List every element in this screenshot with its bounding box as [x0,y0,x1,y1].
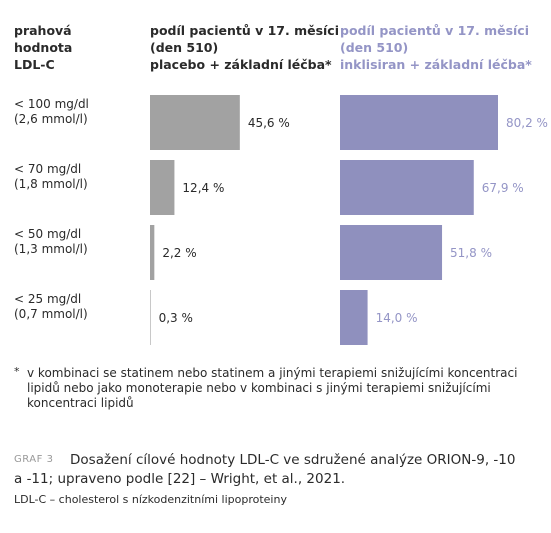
bar [340,160,474,215]
caption-label: GRAF 3 [14,454,54,465]
bar [340,225,443,280]
category-label: < 25 mg/dl (0,7 mmol/l) [14,292,88,321]
caption: Dosažení cílové hodnoty LDL-C ve sdružen… [14,452,516,487]
bar [150,225,155,280]
category-label: < 70 mg/dl (1,8 mmol/l) [14,162,88,191]
category-label: < 100 mg/dl (2,6 mmol/l) [14,97,89,126]
series-header: podíl pacientů v 17. měsíci (den 510) in… [340,23,532,72]
bar [150,290,151,345]
bar [150,160,175,215]
value-label: 51,8 % [450,245,492,260]
category-label: < 50 mg/dl (1,3 mmol/l) [14,227,88,256]
value-label: 80,2 % [505,115,548,130]
header: prahová hodnota LDL-C [14,23,73,72]
series-header: podíl pacientů v 17. měsíci (den 510) pl… [150,23,340,72]
value-label: 67,9 % [481,180,524,195]
value-label: 14,0 % [375,310,418,325]
bar [340,95,498,150]
footnote: v kombinaci se statinem nebo statinem a … [27,366,518,410]
value-label: 12,4 % [182,180,225,195]
bar [150,95,240,150]
footnote-mark: * [14,365,20,378]
bar [340,290,368,345]
abbreviation: LDL-C – cholesterol s nízkodenzitními li… [14,493,287,506]
value-label: 2,2 % [162,245,197,260]
value-label: 0,3 % [158,310,193,325]
value-label: 45,6 % [247,115,290,130]
